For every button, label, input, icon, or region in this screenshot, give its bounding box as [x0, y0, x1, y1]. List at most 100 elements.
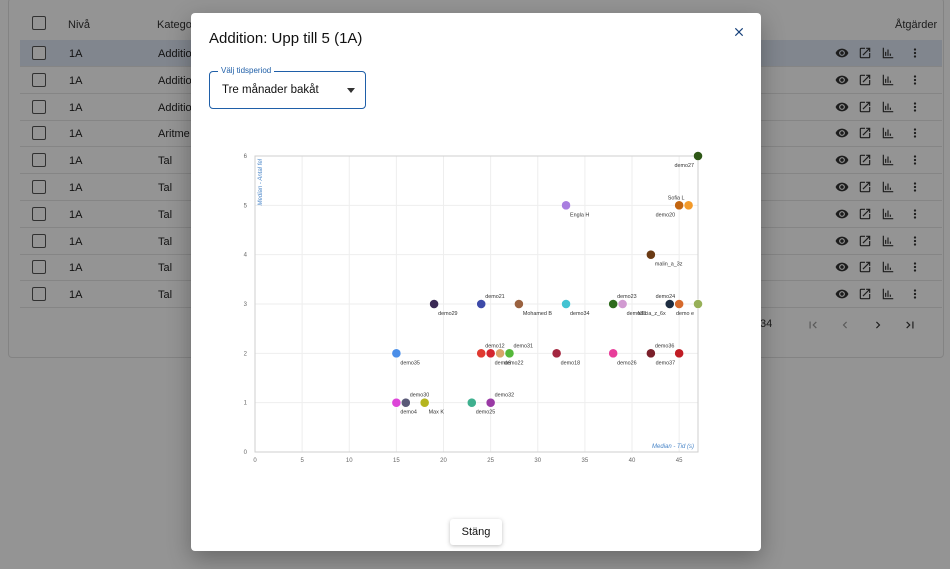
row-checkbox[interactable]: [32, 126, 46, 141]
row-level: 1A: [69, 262, 83, 275]
row-level: 1A: [69, 182, 83, 194]
more-vert-icon[interactable]: [908, 234, 922, 248]
row-checkbox[interactable]: [32, 287, 46, 302]
row-level: 1A: [69, 289, 83, 302]
row-checkbox[interactable]: [32, 46, 46, 60]
row-category: Additio: [158, 101, 192, 114]
chart-icon[interactable]: [881, 234, 895, 248]
more-vert-icon[interactable]: [908, 73, 922, 87]
eye-icon[interactable]: [835, 234, 849, 248]
eye-icon[interactable]: [835, 207, 849, 221]
data-point: [391, 397, 402, 408]
data-label: demo21: [485, 294, 504, 300]
row-checkbox[interactable]: [32, 206, 46, 221]
open-in-new-icon[interactable]: [858, 234, 872, 248]
more-vert-icon[interactable]: [908, 207, 922, 221]
eye-icon[interactable]: [835, 126, 849, 140]
y-tick-label: 6: [244, 154, 248, 160]
more-vert-icon[interactable]: [908, 100, 922, 114]
eye-icon[interactable]: [835, 100, 849, 114]
open-in-new-icon[interactable]: [858, 180, 872, 194]
row-level: 1A: [69, 74, 83, 87]
data-point: [400, 397, 411, 408]
open-in-new-icon[interactable]: [858, 260, 872, 274]
eye-icon[interactable]: [835, 260, 849, 274]
first-page-icon[interactable]: [806, 318, 820, 332]
pagination-range: 34: [760, 318, 773, 330]
chart-icon[interactable]: [881, 287, 895, 301]
data-label: demo12: [485, 343, 504, 349]
y-tick-label: 2: [244, 351, 248, 357]
open-in-new-icon[interactable]: [858, 153, 872, 167]
y-tick-label: 1: [244, 401, 248, 407]
chart-icon[interactable]: [881, 73, 895, 87]
row-checkbox[interactable]: [32, 153, 46, 168]
data-point: [608, 299, 619, 309]
eye-icon[interactable]: [835, 73, 849, 87]
close-button[interactable]: Stäng: [450, 519, 502, 545]
x-tick-label: 40: [629, 458, 636, 464]
open-in-new-icon[interactable]: [858, 207, 872, 221]
more-vert-icon[interactable]: [908, 180, 922, 194]
data-label: demo34: [570, 311, 589, 317]
open-in-new-icon[interactable]: [858, 126, 872, 140]
more-vert-icon[interactable]: [908, 287, 922, 301]
open-in-new-icon[interactable]: [858, 287, 872, 301]
header-actions: Åtgärder: [895, 19, 938, 31]
eye-icon[interactable]: [835, 153, 849, 167]
open-in-new-icon[interactable]: [858, 46, 872, 60]
chart-icon[interactable]: [881, 100, 895, 114]
data-label: demo18: [561, 360, 580, 366]
row-checkbox[interactable]: [32, 180, 46, 194]
more-vert-icon[interactable]: [908, 126, 922, 140]
data-point: [683, 200, 694, 211]
data-label: demo20: [656, 212, 675, 218]
data-label: demo25: [476, 410, 495, 416]
open-in-new-icon[interactable]: [858, 100, 872, 114]
data-label: Max K: [429, 410, 445, 416]
prev-page-icon[interactable]: [838, 318, 852, 332]
row-checkbox[interactable]: [32, 233, 46, 248]
header-category[interactable]: Kategor: [157, 19, 196, 31]
row-checkbox[interactable]: [32, 99, 46, 114]
data-label: demo4: [400, 410, 416, 416]
data-point: [485, 348, 496, 359]
last-page-icon[interactable]: [903, 318, 917, 332]
row-level: 1A: [69, 155, 83, 168]
row-checkbox[interactable]: [32, 72, 46, 87]
row-category: Tal: [158, 155, 173, 168]
x-tick-label: 5: [300, 458, 304, 464]
open-in-new-icon[interactable]: [858, 73, 872, 87]
data-point: [429, 299, 439, 309]
eye-icon[interactable]: [835, 287, 849, 301]
data-label: felicia_z_6x: [638, 311, 666, 317]
more-vert-icon[interactable]: [908, 153, 922, 167]
period-select[interactable]: Välj tidsperiod Tre månader bakåt: [209, 66, 366, 109]
data-point: [476, 348, 487, 359]
x-tick-label: 0: [253, 458, 257, 464]
row-checkbox[interactable]: [32, 260, 46, 275]
chart-icon[interactable]: [881, 126, 895, 140]
more-vert-icon[interactable]: [908, 46, 922, 60]
chart-icon[interactable]: [881, 207, 895, 221]
data-point: [645, 348, 656, 359]
select-all-checkbox[interactable]: [32, 16, 46, 30]
row-level: 1A: [69, 48, 83, 60]
y-tick-label: 5: [244, 203, 248, 209]
data-point: [551, 348, 562, 359]
chart-icon[interactable]: [881, 153, 895, 167]
y-tick-label: 3: [244, 302, 248, 308]
header-level[interactable]: Nivå: [68, 19, 91, 31]
eye-icon[interactable]: [835, 180, 849, 194]
close-icon[interactable]: [732, 25, 746, 39]
chart-icon[interactable]: [881, 46, 895, 60]
table-header: Nivå Kategor Åtgärder: [20, 10, 942, 38]
chart-icon[interactable]: [881, 260, 895, 274]
next-page-icon[interactable]: [871, 318, 885, 332]
eye-icon[interactable]: [835, 46, 849, 60]
more-vert-icon[interactable]: [908, 260, 922, 274]
data-label: demo26: [617, 360, 636, 366]
data-point: [419, 397, 430, 408]
data-label: demo36: [655, 343, 674, 349]
chart-icon[interactable]: [881, 180, 895, 194]
